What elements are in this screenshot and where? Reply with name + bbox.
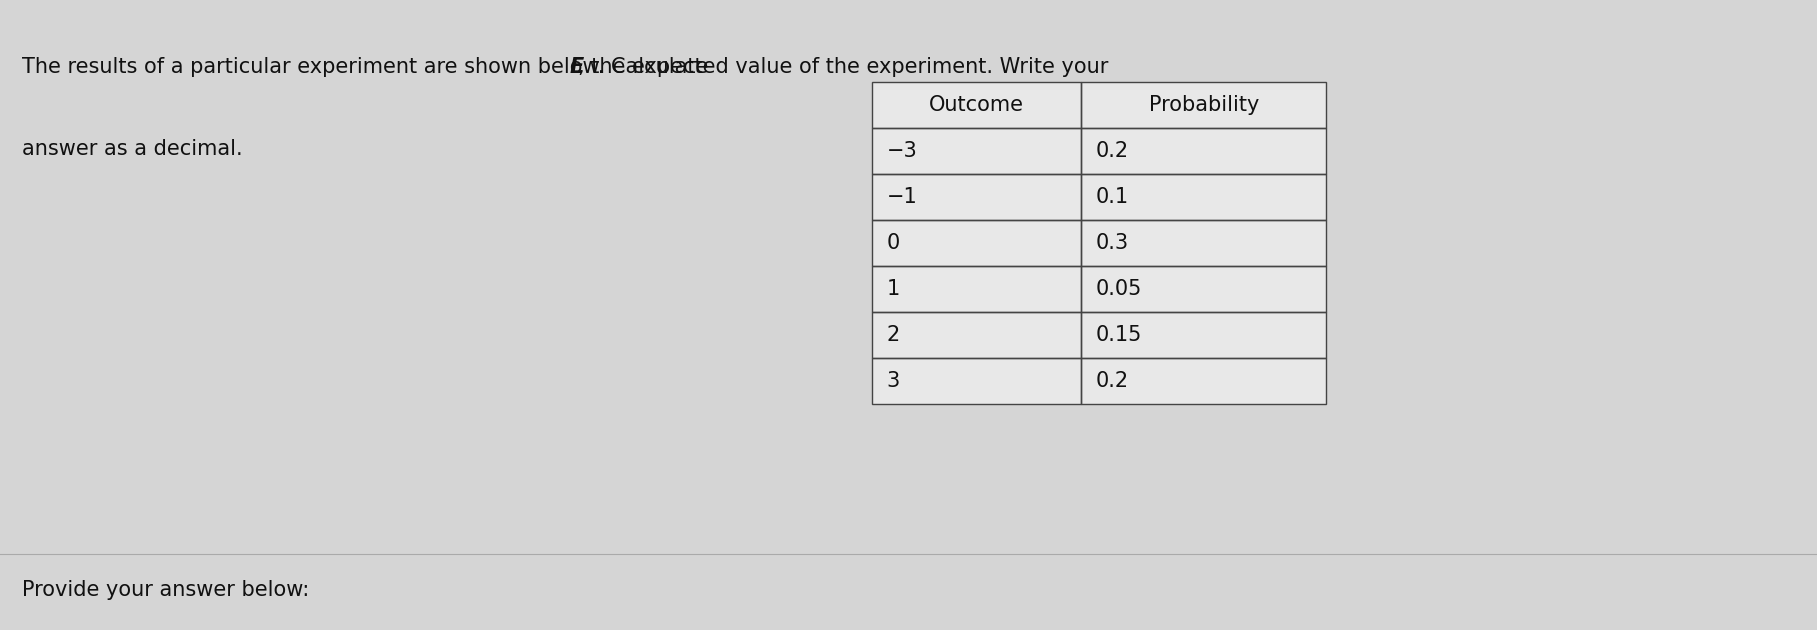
Bar [1081,312,1326,358]
Bar [872,220,1081,266]
Bar [1081,128,1326,174]
Text: , the expected value of the experiment. Write your: , the expected value of the experiment. … [578,57,1108,77]
Bar [872,266,1081,312]
Text: 2: 2 [887,325,899,345]
Bar [872,128,1081,174]
Bar [1081,220,1326,266]
Bar [1081,266,1326,312]
Text: 0.1: 0.1 [1096,187,1128,207]
Text: 1: 1 [887,279,899,299]
Bar [1081,312,1326,358]
Bar [1081,174,1326,220]
Bar [1081,82,1326,128]
Text: 0: 0 [887,233,899,253]
Bar [872,82,1081,128]
Bar [1081,220,1326,266]
Bar [1081,174,1326,220]
Bar [1081,128,1326,174]
Text: 0.2: 0.2 [1096,141,1128,161]
Text: The results of a particular experiment are shown below. Calculate: The results of a particular experiment a… [22,57,714,77]
Text: −1: −1 [887,187,918,207]
Bar [872,312,1081,358]
Text: −3: −3 [887,141,918,161]
Text: answer as a decimal.: answer as a decimal. [22,139,242,159]
Bar [872,358,1081,404]
Text: Probability: Probability [1148,95,1259,115]
Bar [1081,82,1326,128]
Bar [872,128,1081,174]
Bar [872,220,1081,266]
Text: 0.3: 0.3 [1096,233,1128,253]
Bar [1081,358,1326,404]
Bar [872,358,1081,404]
Bar [872,174,1081,220]
Bar [872,174,1081,220]
Text: E: E [569,57,583,77]
Text: 0.05: 0.05 [1096,279,1143,299]
Bar [872,312,1081,358]
Bar [1081,266,1326,312]
Bar [1081,358,1326,404]
Text: 0.2: 0.2 [1096,371,1128,391]
Text: Provide your answer below:: Provide your answer below: [22,580,309,600]
Text: 3: 3 [887,371,899,391]
Text: 0.15: 0.15 [1096,325,1143,345]
Bar [872,266,1081,312]
Bar [872,82,1081,128]
Text: Outcome: Outcome [928,95,1025,115]
